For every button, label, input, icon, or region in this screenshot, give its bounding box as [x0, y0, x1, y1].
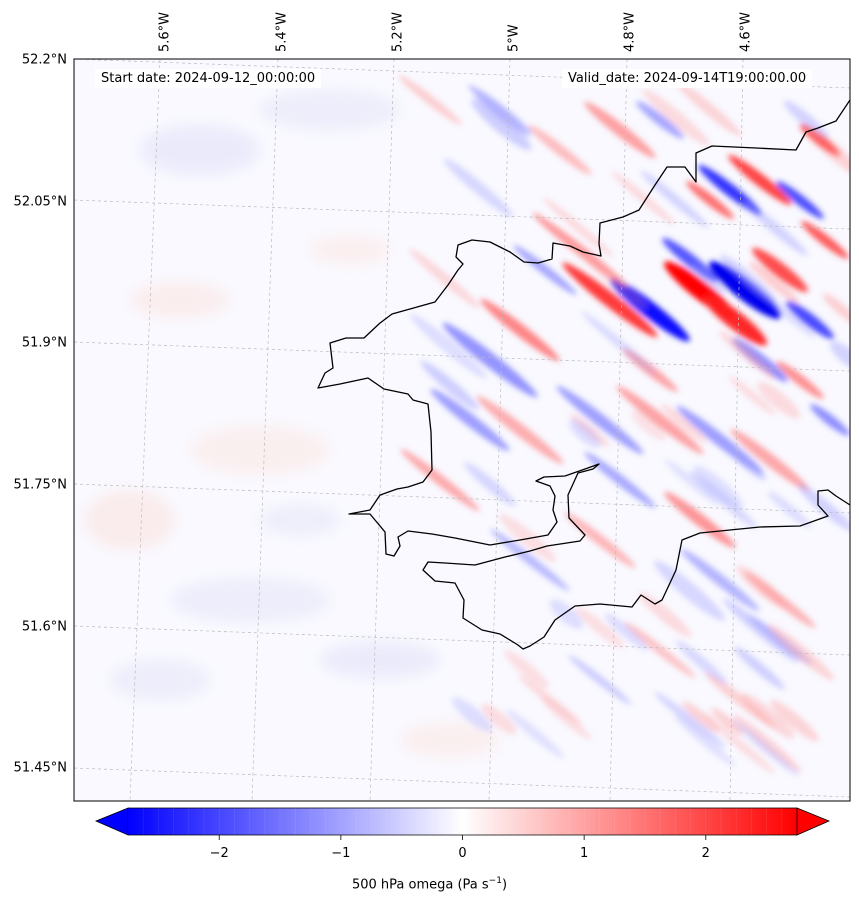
graticule — [74, 59, 850, 801]
lat-tick-label: 51.6°N — [22, 620, 67, 635]
colorbar: −2 −1 0 1 2 — [94, 807, 831, 861]
start-date-label: Start date: 2024-09-12_00:00:00 — [95, 69, 322, 88]
latitude-labels: 52.2°N 52.05°N 51.9°N 51.75°N 51.6°N 51.45°N — [14, 53, 67, 776]
lat-tick-label: 51.75°N — [14, 478, 67, 493]
coastline — [317, 99, 850, 650]
longitude-labels: 5.6°W 5.4°W 5.2°W 5°W 4.8°W 4.6°W — [158, 12, 754, 52]
lat-tick-label: 51.45°N — [14, 761, 67, 776]
colorbar-steps — [142, 808, 783, 835]
lat-tick-label: 52.05°N — [14, 195, 67, 210]
colorbar-max-extend — [796, 807, 831, 836]
lon-tick-label: 5.6°W — [158, 12, 173, 52]
colorbar-tick-label: 0 — [458, 846, 466, 861]
lon-tick-label: 4.6°W — [739, 12, 754, 52]
valid-date-label: Valid_date: 2024-09-14T19:00:00.00 — [562, 69, 813, 88]
colorbar-label: 500 hPa omega (Pa s−1) — [0, 876, 859, 892]
colorbar-ticks: −2 −1 0 1 2 — [210, 835, 710, 861]
colorbar-gradient — [128, 808, 797, 835]
colorbar-label-close: ) — [501, 877, 508, 893]
lon-tick-label: 5°W — [507, 24, 522, 52]
lon-tick-label: 5.4°W — [275, 12, 290, 52]
colorbar-label-exponent: −1 — [488, 876, 502, 886]
coastline-north — [317, 99, 850, 650]
colorbar-min-extend — [94, 807, 129, 836]
map-frame — [73, 58, 851, 802]
omega-field — [74, 59, 850, 801]
lat-tick-label: 51.9°N — [22, 336, 67, 351]
colorbar-tick-label: 1 — [580, 846, 588, 861]
colorbar-tick-label: 2 — [702, 846, 710, 861]
colorbar-tick-label: −2 — [210, 846, 229, 861]
lon-tick-label: 5.2°W — [391, 12, 406, 52]
lon-tick-label: 4.8°W — [623, 12, 638, 52]
colorbar-label-text: 500 hPa omega (Pa s — [351, 877, 489, 893]
lat-tick-label: 52.2°N — [22, 53, 67, 68]
wave-bands — [398, 75, 850, 777]
colorbar-tick-label: −1 — [331, 846, 350, 861]
background-patches — [85, 90, 500, 758]
